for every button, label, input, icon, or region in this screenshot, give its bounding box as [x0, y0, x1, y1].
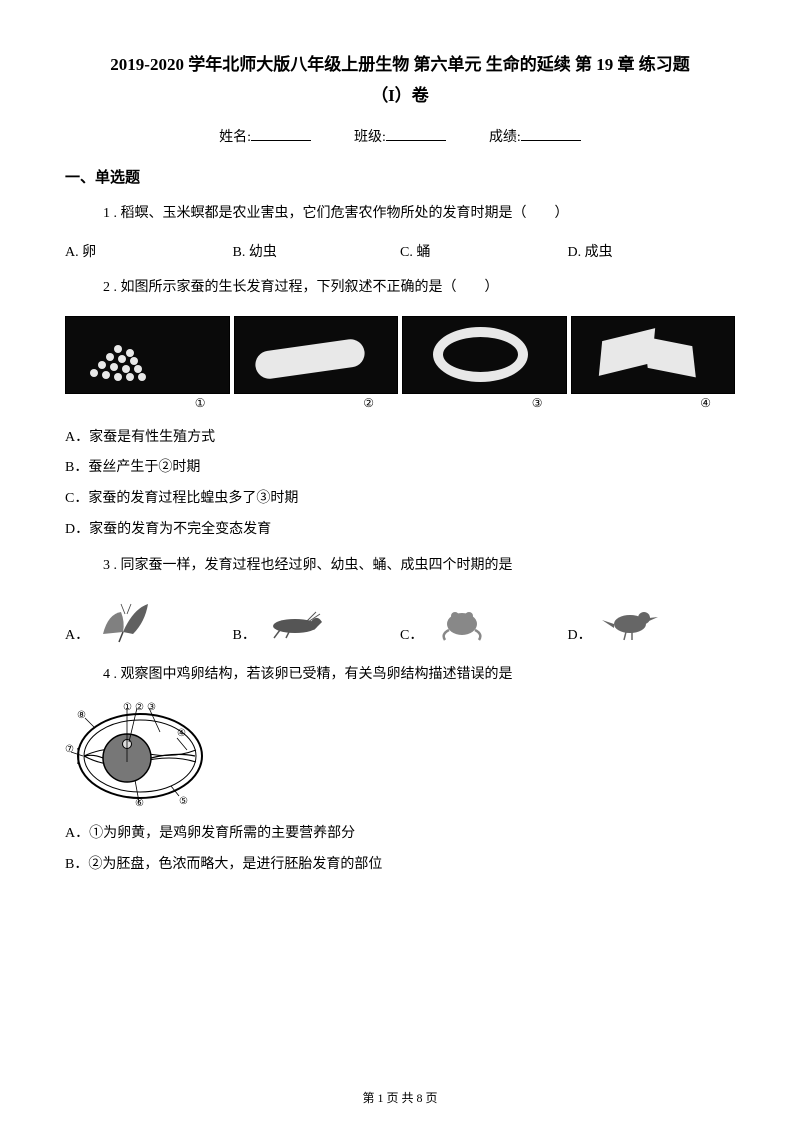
class-label: 班级:: [354, 130, 386, 145]
egg-diagram: ① ② ③ ④ ⑤ ⑥ ⑦ ⑧: [65, 702, 215, 807]
score-label: 成绩:: [489, 130, 521, 145]
egg-label-3: ③: [147, 702, 156, 713]
doc-title-line1: 2019-2020 学年北师大版八年级上册生物 第六单元 生命的延续 第 19 …: [65, 50, 735, 81]
q3-labB[interactable]: B．: [233, 624, 256, 644]
panel-num-3: ③: [402, 396, 567, 411]
butterfly-icon: [93, 594, 163, 644]
bird-icon: [596, 594, 666, 644]
egg-label-1: ①: [123, 702, 132, 713]
panel-num-1: ①: [65, 396, 230, 411]
class-blank[interactable]: [386, 127, 446, 141]
silkworm-eggs-icon: [65, 316, 230, 394]
student-fields: 姓名: 班级: 成绩:: [65, 126, 735, 146]
q2-text: 2 . 如图所示家蚕的生长发育过程，下列叙述不正确的是（ ）: [103, 275, 735, 302]
frog-icon: [427, 594, 497, 644]
doc-title-line2: （I）卷: [65, 81, 735, 106]
q4-optA[interactable]: A．①为卵黄，是鸡卵发育所需的主要营养部分: [65, 821, 735, 848]
q2-optD[interactable]: D．家蚕的发育为不完全变态发育: [65, 517, 735, 544]
silkworm-moth-icon: [571, 316, 736, 394]
q1-optB[interactable]: B. 幼虫: [233, 241, 401, 261]
q3-options: A． B． C． D．: [65, 594, 735, 644]
silkworm-figure: ① ② ③ ④: [65, 316, 735, 411]
q2-optA[interactable]: A．家蚕是有性生殖方式: [65, 425, 735, 452]
q3-text: 3 . 同家蚕一样，发育过程也经过卵、幼虫、蛹、成虫四个时期的是: [103, 553, 735, 580]
egg-label-6: ⑥: [135, 798, 144, 807]
silkworm-cocoon-icon: [402, 316, 567, 394]
egg-label-4: ④: [177, 728, 186, 739]
grasshopper-icon: [260, 594, 330, 644]
panel-num-4: ④: [571, 396, 736, 411]
q3-labA[interactable]: A．: [65, 624, 89, 644]
q3-labC[interactable]: C．: [400, 624, 423, 644]
q2-optB[interactable]: B．蚕丝产生于②时期: [65, 455, 735, 482]
q3-labD[interactable]: D．: [568, 624, 592, 644]
q1-optC[interactable]: C. 蛹: [400, 241, 568, 261]
page-footer: 第 1 页 共 8 页: [0, 1089, 800, 1106]
egg-label-5: ⑤: [179, 796, 188, 807]
panel-num-2: ②: [234, 396, 399, 411]
name-blank[interactable]: [251, 127, 311, 141]
q4-text: 4 . 观察图中鸡卵结构，若该卵已受精，有关鸟卵结构描述错误的是: [103, 662, 735, 689]
silkworm-larva-icon: [234, 316, 399, 394]
name-label: 姓名:: [219, 130, 251, 145]
egg-label-8: ⑧: [77, 710, 86, 721]
egg-label-7: ⑦: [65, 744, 74, 755]
section-heading: 一、单选题: [65, 166, 735, 187]
q1-optD[interactable]: D. 成虫: [568, 241, 736, 261]
egg-label-2: ②: [135, 702, 144, 713]
score-blank[interactable]: [521, 127, 581, 141]
q1-options: A. 卵 B. 幼虫 C. 蛹 D. 成虫: [65, 241, 735, 261]
q1-optA[interactable]: A. 卵: [65, 241, 233, 261]
q1-text: 1 . 稻螟、玉米螟都是农业害虫，它们危害农作物所处的发育时期是（ ）: [103, 201, 735, 228]
q4-optB[interactable]: B．②为胚盘，色浓而略大，是进行胚胎发育的部位: [65, 852, 735, 879]
q2-optC[interactable]: C．家蚕的发育过程比蝗虫多了③时期: [65, 486, 735, 513]
